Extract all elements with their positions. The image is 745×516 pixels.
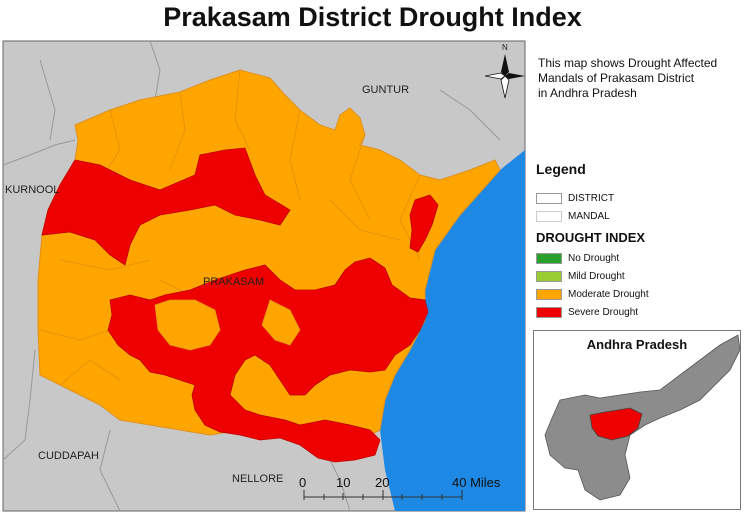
legend-swatch <box>536 288 562 300</box>
scale-tick-label: 10 <box>336 475 351 490</box>
legend-title: Legend <box>536 161 586 177</box>
place-label-kurnool: KURNOOL <box>5 184 60 196</box>
legend-swatch <box>536 306 562 318</box>
map-description: This map shows Drought Affected Mandals … <box>538 56 738 101</box>
description-line: in Andhra Pradesh <box>538 86 637 100</box>
legend-label: DISTRICT <box>568 192 615 204</box>
compass-rose-icon <box>484 54 525 99</box>
place-label-guntur: GUNTUR <box>362 84 410 96</box>
legend-item-mild-drought: Mild Drought <box>536 267 736 285</box>
legend-item-severe-drought: Severe Drought <box>536 303 736 321</box>
place-label-prakasam: PRAKASAM <box>203 276 265 288</box>
district-boundaries <box>2 40 501 512</box>
scale-tick-label: 40 Miles <box>452 475 501 490</box>
description-line: This map shows Drought Affected <box>538 56 718 70</box>
legend-item-district: DISTRICT <box>536 189 736 207</box>
legend-index-title: DROUGHT INDEX <box>536 230 646 245</box>
inset-prakasam <box>589 407 643 441</box>
scale-bar <box>303 490 463 500</box>
description-line: Mandals of Prakasam District <box>538 71 695 85</box>
map-title: Prakasam District Drought Index <box>163 2 582 32</box>
legend-swatch <box>536 252 562 264</box>
legend-swatch <box>536 210 562 222</box>
legend-label: No Drought <box>568 252 620 264</box>
legend-item-mandal: MANDAL <box>536 207 736 225</box>
scale-tick-label: 20 <box>375 475 390 490</box>
legend: Legend DISTRICT MANDAL DROUGHT INDEX No … <box>536 161 736 321</box>
north-label: N <box>502 43 508 52</box>
place-label-nellore: NELLORE <box>232 473 284 485</box>
legend-label: MANDAL <box>568 210 610 222</box>
legend-label: Mild Drought <box>568 270 625 282</box>
place-label-cuddapah: CUDDAPAH <box>38 450 99 462</box>
legend-label: Severe Drought <box>568 306 639 318</box>
legend-swatch <box>536 270 562 282</box>
sea-area <box>380 150 525 511</box>
legend-item-no-drought: No Drought <box>536 249 736 267</box>
moderate-drought-islands <box>154 299 301 351</box>
legend-swatch <box>536 192 562 204</box>
legend-label: Moderate Drought <box>568 288 649 300</box>
legend-item-moderate-drought: Moderate Drought <box>536 285 736 303</box>
scale-tick-label: 0 <box>299 475 307 490</box>
inset-map <box>544 334 741 501</box>
